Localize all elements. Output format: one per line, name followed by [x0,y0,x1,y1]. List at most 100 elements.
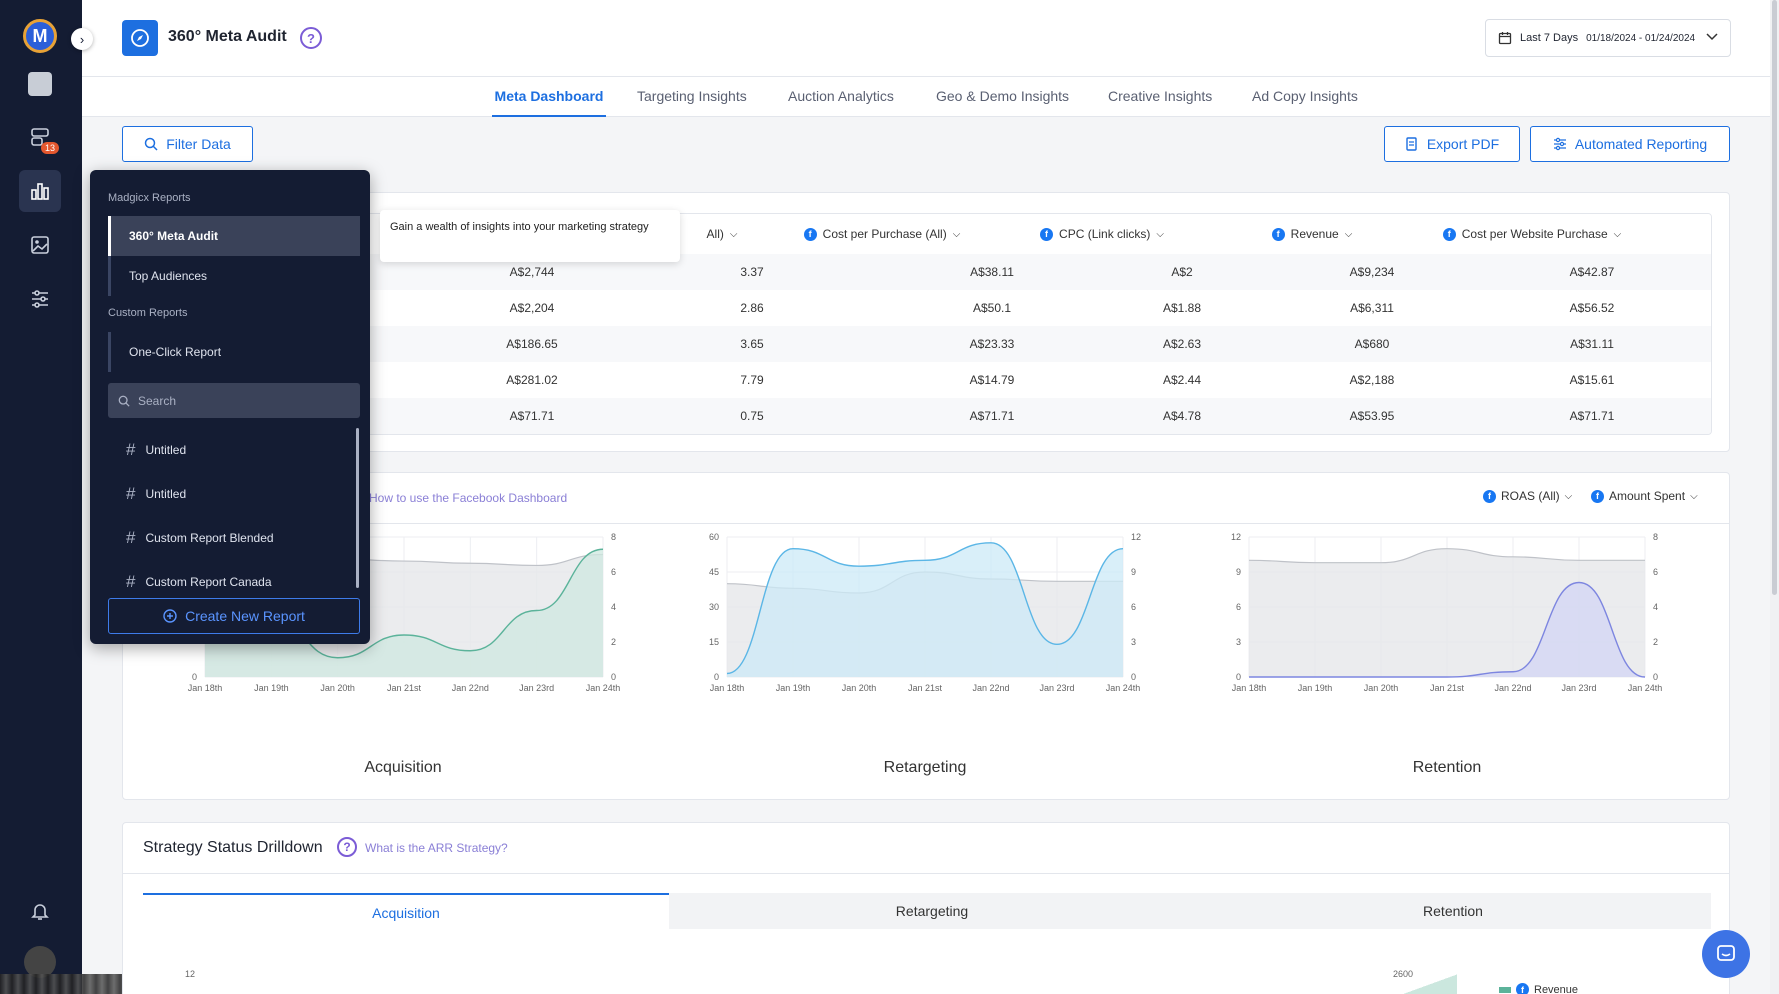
table-cell: A$71.71 [969,409,1015,423]
roas-line [1248,581,1646,678]
metric1-dropdown[interactable]: f ROAS (All) ⌵ [1483,489,1572,503]
expand-sidebar-button[interactable]: › [71,28,93,50]
custom-report-item[interactable]: # Untitled [126,440,187,459]
table-cell: 3.65 [740,337,764,351]
chat-icon [1717,945,1735,961]
page-scrollbar[interactable] [1770,0,1779,994]
column-header[interactable]: f CPC (Link clicks) ⌵ [1012,214,1192,254]
x-tick-label: Jan 18th [188,683,223,693]
hash-icon: # [126,572,136,591]
table-body: A$2,744 3.37 A$38.11 A$2 A$9,234 A$42.87 A$2,2… [142,254,1711,434]
roas-area [727,542,1123,677]
column-header[interactable]: f Cost per Purchase (All) ⌵ [782,214,982,254]
create-new-report-button[interactable]: Create New Report [108,598,360,634]
drill-tab-retention[interactable]: Retention [1195,893,1711,929]
table-cell: A$2.44 [1162,373,1202,387]
chevron-down-icon [1706,32,1718,44]
y-tick-label: 4 [1653,602,1658,612]
table-cell: A$9,234 [1349,265,1395,279]
x-tick-label: Jan 19th [1298,683,1333,693]
table-cell: A$6,311 [1350,301,1394,315]
settings-sliders-icon[interactable] [19,278,61,320]
chat-launcher-button[interactable] [1702,930,1750,978]
account-avatar-icon[interactable] [19,63,61,105]
search-icon [118,395,130,407]
table-row[interactable]: A$186.65 3.65 A$23.33 A$2.63 A$680 A$31.11 [142,326,1711,362]
y-tick-label: 0 [611,672,616,682]
table-cell: A$14.79 [969,373,1015,387]
y-tick-label: 2 [611,637,616,647]
user-avatar[interactable] [24,946,56,978]
drill-legend[interactable]: f Revenue [1499,983,1578,994]
menu-item-top-audiences[interactable]: Top Audiences [108,256,360,296]
table-row[interactable]: A$281.02 7.79 A$14.79 A$2.44 A$2,188 A$15.61 [142,362,1711,398]
help-icon[interactable]: ? [300,27,322,49]
table-row[interactable]: A$2,204 2.86 A$50.1 A$1.88 A$6,311 A$56.52 [142,290,1711,326]
tab-geo-demo-insights[interactable]: Geo & Demo Insights [936,88,1070,104]
date-range-picker[interactable]: Last 7 Days 01/18/2024 - 01/24/2024 [1485,19,1731,57]
table-cell: A$2,204 [509,301,555,315]
menu-search-input[interactable]: Search [108,383,360,418]
x-tick-label: Jan 19th [254,683,289,693]
hash-icon: # [126,440,136,459]
table-cell: A$15.61 [1569,373,1615,387]
chart-title-retargeting: Retargeting [883,759,967,776]
y-tick-label: 8 [611,532,616,542]
y-tick-label: 6 [611,567,616,577]
image-icon[interactable] [19,224,61,266]
table-row[interactable]: A$71.71 0.75 A$71.71 A$4.78 A$53.95 A$71.71 [142,398,1711,434]
tab-targeting-insights[interactable]: Targeting Insights [637,88,747,104]
y-tick-label: 0 [1236,672,1241,682]
drill-tab-acquisition[interactable]: Acquisition [143,893,669,929]
tab-creative-insights[interactable]: Creative Insights [1108,88,1213,104]
x-tick-label: Jan 23rd [1561,683,1596,693]
x-tick-label: Jan 24th [1106,683,1141,693]
column-header[interactable]: f Revenue ⌵ [1222,214,1402,254]
automation-icon[interactable]: 13 [19,116,61,158]
custom-report-item[interactable]: # Untitled [126,484,187,503]
automated-reporting-button[interactable]: Automated Reporting [1530,126,1730,162]
menu-item-one-click-report[interactable]: One-Click Report [108,332,360,372]
bell-icon[interactable] [19,890,61,932]
chevron-down-icon: ⌵ [1344,228,1353,240]
table-row[interactable]: A$2,744 3.37 A$38.11 A$2 A$9,234 A$42.87 [142,254,1711,290]
reports-icon[interactable] [19,170,61,212]
y-tick-label: 0 [714,672,719,682]
search-placeholder: Search [138,393,177,408]
metrics-table: All) ⌵ f Cost per Purchase (All) ⌵ f CPC (Li… [141,213,1712,435]
tab-auction-analytics[interactable]: Auction Analytics [788,88,894,104]
search-icon [144,137,158,151]
x-tick-label: Jan 21st [1430,683,1465,693]
column-header[interactable]: All) ⌵ [706,227,738,241]
table-cell: A$42.87 [1569,265,1615,279]
tab-meta-dashboard[interactable]: Meta Dashboard [492,77,606,117]
table-cell: A$2.63 [1162,337,1202,351]
x-tick-label: Jan 23rd [1039,683,1074,693]
menu-item-360-meta-audit[interactable]: 360° Meta Audit [108,216,360,256]
custom-report-item[interactable]: # Custom Report Blended [126,528,274,547]
export-pdf-button[interactable]: Export PDF [1384,126,1520,162]
facebook-dashboard-help-link[interactable]: How to use the Facebook Dashboard [369,491,568,505]
menu-scrollbar[interactable] [356,428,359,588]
table-cell: A$680 [1354,337,1390,351]
y-tick-label: 0 [192,672,197,682]
madgicx-logo[interactable]: M [23,19,57,53]
column-header[interactable]: f Cost per Website Purchase ⌵ [1422,214,1642,254]
header: 360° Meta Audit ? Last 7 Days 01/18/2024… [82,0,1779,77]
drill-tab-retargeting[interactable]: Retargeting [669,893,1195,929]
strategy-charts-card: How to use the Facebook Dashboard f ROAS … [122,472,1730,800]
table-cell: 2.86 [740,301,764,315]
arr-strategy-link[interactable]: What is the ARR Strategy? [365,841,508,855]
tab-ad-copy-insights[interactable]: Ad Copy Insights [1252,88,1358,104]
x-tick-label: Jan 19th [776,683,811,693]
filter-data-button[interactable]: Filter Data [122,126,253,162]
table-cell: A$281.02 [506,373,558,387]
plus-circle-icon [163,609,177,623]
help-icon[interactable]: ? [337,837,357,857]
y-tick-label: 3 [1131,637,1136,647]
facebook-icon: f [1442,227,1456,241]
y-tick-label: 4 [611,602,616,612]
facebook-icon: f [1040,227,1054,241]
custom-report-item[interactable]: # Custom Report Canada [126,572,272,591]
metric2-dropdown[interactable]: f Amount Spent ⌵ [1591,489,1698,503]
